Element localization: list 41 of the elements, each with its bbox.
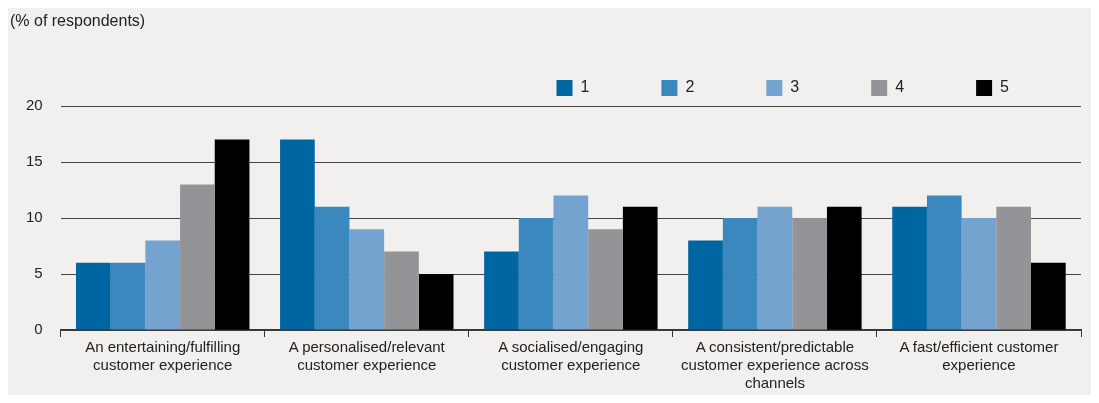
legend-label: 2 xyxy=(685,78,695,96)
bar xyxy=(588,229,623,330)
bar xyxy=(892,206,927,330)
bar xyxy=(688,240,723,330)
x-tick-label: A consistent/predictable customer experience across channels xyxy=(681,338,869,392)
legend-label: 1 xyxy=(580,78,590,96)
bar xyxy=(110,262,146,330)
bar xyxy=(518,218,554,330)
y-tick-label: 5 xyxy=(34,264,43,282)
bar xyxy=(1031,262,1066,330)
bar xyxy=(996,206,1032,330)
bar xyxy=(792,218,827,330)
bar xyxy=(757,206,793,330)
x-tick-label: A fast/efficient customer experience xyxy=(899,338,1059,374)
bar xyxy=(75,262,111,330)
x-tick-label: An entertaining/fulfilling customer experience xyxy=(85,338,241,374)
y-axis-title: (% of respondents) xyxy=(10,12,146,30)
bar xyxy=(826,206,862,330)
bar xyxy=(722,218,758,330)
bar xyxy=(484,251,519,330)
bar xyxy=(349,229,385,330)
bar xyxy=(553,195,589,330)
bar xyxy=(314,206,350,330)
x-tick-label: A socialised/engaging customer experience xyxy=(498,338,644,374)
legend-label: 4 xyxy=(895,78,905,96)
y-tick-label: 20 xyxy=(26,96,43,114)
y-tick-label: 0 xyxy=(34,320,43,338)
x-tick-label: A personalised/relevant customer experience xyxy=(288,338,446,374)
y-tick-label: 15 xyxy=(26,152,43,170)
legend-label: 3 xyxy=(790,78,800,96)
bar xyxy=(180,184,215,330)
bar xyxy=(214,139,250,330)
bar xyxy=(418,274,454,330)
y-tick-label: 10 xyxy=(26,208,43,226)
bar xyxy=(280,139,315,330)
bar xyxy=(961,218,997,330)
bar xyxy=(926,195,962,330)
bar xyxy=(384,251,419,330)
bar xyxy=(622,206,658,330)
legend-label: 5 xyxy=(1000,78,1010,96)
bar xyxy=(145,240,181,330)
